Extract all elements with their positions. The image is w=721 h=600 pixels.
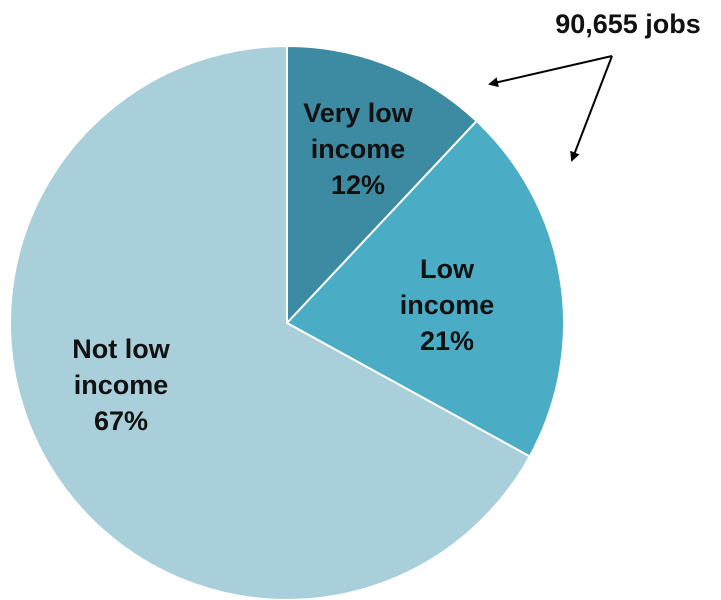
pie-slices bbox=[9, 44, 565, 600]
jobs-annotation: 90,655 jobs bbox=[488, 9, 701, 162]
annotation-arrow-upper bbox=[488, 55, 613, 88]
slice-label-line: Low bbox=[420, 254, 475, 284]
pie-slice-low-income bbox=[285, 119, 565, 458]
pie-slice-very-low-income bbox=[286, 44, 479, 326]
slice-label-line: 67% bbox=[94, 406, 148, 436]
slice-label-line: Not low bbox=[72, 334, 170, 364]
pie-slice-not-low-income bbox=[9, 44, 532, 600]
slice-label-line: income bbox=[74, 370, 169, 400]
slice-label-line: income bbox=[400, 290, 495, 320]
slice-label-not-low-income: Not low income 67% bbox=[72, 334, 170, 436]
slice-label-line: 21% bbox=[420, 326, 474, 356]
slice-label-line: Very low bbox=[303, 98, 414, 128]
slice-label-low-income: Low income 21% bbox=[400, 254, 495, 356]
pie-labels: Very low income 12% Low income 21% Not low inco… bbox=[72, 98, 494, 436]
annotation-text: 90,655 jobs bbox=[555, 9, 701, 39]
annotation-arrow-lower bbox=[570, 55, 613, 162]
slice-label-line: income bbox=[311, 134, 406, 164]
slice-label-very-low-income: Very low income 12% bbox=[303, 98, 414, 200]
slice-label-line: 12% bbox=[331, 170, 385, 200]
